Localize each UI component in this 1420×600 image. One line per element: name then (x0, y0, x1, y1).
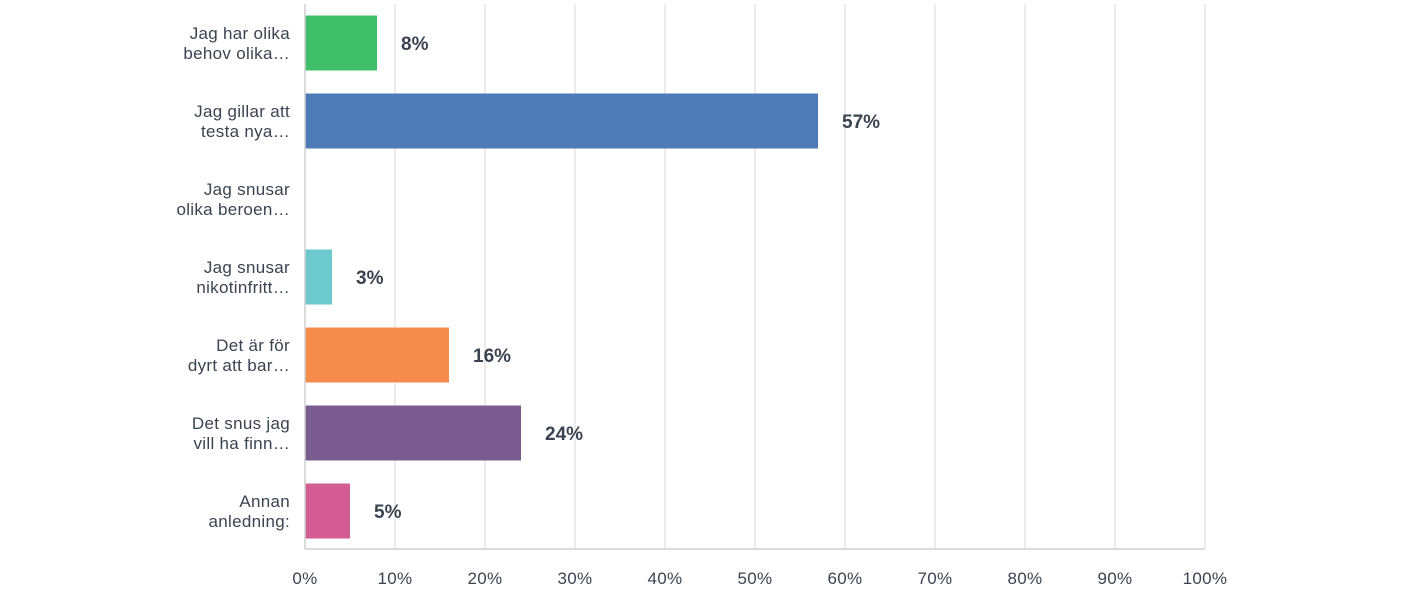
category-labels: Jag har olika behov olika… Jag gillar att t… (176, 24, 290, 531)
x-tick-label: 0% (292, 569, 317, 588)
bar-value-label: 16% (473, 346, 511, 367)
x-tick-label: 70% (918, 569, 953, 588)
bar (305, 249, 332, 305)
x-tick-label: 20% (468, 569, 503, 588)
x-tick-label: 10% (378, 569, 413, 588)
bar (305, 93, 818, 149)
category-label: Jag har olika behov olika… (183, 24, 290, 63)
category-label: Annan anledning: (209, 492, 290, 531)
category-label: Jag snusar olika beroen… (176, 180, 290, 219)
x-tick-label: 80% (1008, 569, 1043, 588)
category-label: Det är för dyrt att bar… (188, 336, 290, 375)
bars (305, 15, 818, 539)
x-tick-label: 100% (1183, 569, 1228, 588)
bar-value-label: 57% (842, 112, 880, 133)
bar (305, 405, 521, 461)
bar (305, 15, 377, 71)
x-tick-labels: 0% 10% 20% 30% 40% 50% 60% 70% 80% 90% 100% (292, 569, 1227, 588)
bar (305, 483, 350, 539)
category-label: Det snus jag vill ha finn… (192, 414, 290, 453)
bar-value-label: 5% (374, 502, 402, 523)
x-tick-label: 60% (828, 569, 863, 588)
value-labels: 8% 57% 3% 16% 24% 5% (356, 34, 880, 523)
x-tick-label: 30% (558, 569, 593, 588)
category-label: Jag snusar nikotinfritt… (196, 258, 290, 297)
bar (305, 327, 449, 383)
category-label: Jag gillar att testa nya… (194, 102, 290, 141)
x-tick-label: 50% (738, 569, 773, 588)
x-tick-label: 40% (648, 569, 683, 588)
bar-value-label: 3% (356, 268, 384, 289)
x-tick-label: 90% (1098, 569, 1133, 588)
gridlines (394, 4, 1206, 549)
bar-value-label: 24% (545, 424, 583, 445)
bar-value-label: 8% (401, 34, 429, 55)
